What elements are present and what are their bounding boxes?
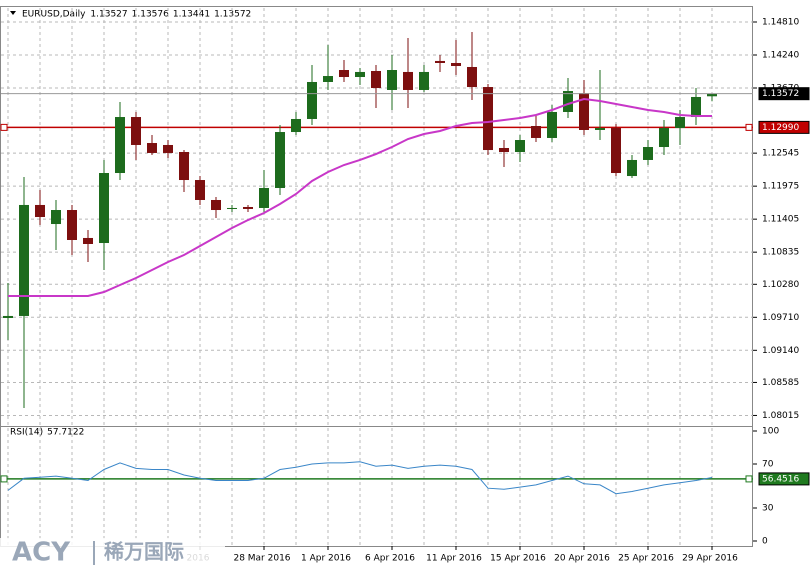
candle-body [323,76,333,82]
y-tick-label: 1.10280 [762,280,799,290]
candle-body [259,188,269,208]
hline-label-box [758,120,810,134]
candle-body [3,315,13,318]
candle-body [707,93,717,97]
hline-label: 1.12990 [762,123,799,133]
y-tick-label: 1.14810 [762,18,799,28]
x-tick-label: 29 Apr 2016 [682,554,738,564]
y-tick-label: 1.09710 [762,313,799,323]
candle-body [403,71,413,90]
x-tick-label: 15 Apr 2016 [490,554,546,564]
ohlc-value: 1.13576 [132,10,169,20]
y-tick-label: 1.09140 [762,346,799,356]
ohlc-value: 1.13572 [214,10,251,20]
candle-body [227,207,237,209]
candle-body [451,62,461,67]
y-tick-label: 1.08015 [762,411,799,421]
ohlc-value: 1.13441 [173,10,210,20]
candle-body [627,159,637,177]
y-tick-label: 1.08585 [762,378,799,388]
y-tick-label: 70 [762,460,774,470]
candle-body [435,60,445,63]
candle-body [659,128,669,148]
rsi-level-label: 56.4516 [762,474,799,484]
rsi-value: 57.7122 [47,428,84,438]
menu-triangle [10,11,16,15]
hline-handle [0,123,8,131]
x-tick-label: 28 Mar 2016 [233,554,290,564]
watermark-bg [0,538,225,575]
x-tick-label: 6 Apr 2016 [365,554,415,564]
candle-body [355,71,365,78]
hline-handle [745,475,753,483]
chart-frame [0,6,753,547]
hline-handle [745,123,753,131]
chart-title: EURUSD,Daily [22,10,86,20]
candle-body [131,117,141,145]
candle-body [35,204,45,218]
candle-body [99,173,109,244]
x-tick-label: 11 Apr 2016 [426,554,482,564]
y-tick-label: 1.10835 [762,248,799,258]
candle-body [275,132,285,189]
candle-body [531,125,541,138]
candle-body [483,87,493,151]
x-tick-label: 20 Apr 2016 [554,554,610,564]
watermark-name: 稀万国际 [104,540,184,564]
candle-body [19,204,29,316]
candle-body [547,111,557,138]
candle-body [211,199,221,211]
candle-body [195,180,205,200]
candle-body [643,147,653,160]
y-tick-label: 1.14240 [762,51,799,61]
y-tick-label: 1.12545 [762,149,799,159]
y-tick-label: 1.11405 [762,215,799,225]
moving-average [8,97,712,297]
candle-body [563,91,573,112]
y-tick-label: 0 [762,537,768,547]
watermark-brand: ACY [12,538,71,568]
candle-body [515,140,525,152]
candle-body [307,81,317,119]
rsi-level-label-box [758,472,810,486]
candle-body [115,117,125,174]
candle-body [387,70,397,90]
rsi-title: RSI(14) [10,428,43,438]
candle-body [339,70,349,78]
candle-body [579,92,589,130]
candle-body [147,143,157,153]
y-tick-label: 30 [762,504,774,514]
watermark: ACY 稀万国际 [0,538,225,575]
candle-body [179,151,189,181]
candle-body [691,96,701,118]
candle-body [499,147,509,152]
y-tick-label: 1.11975 [762,182,799,192]
candle-body [595,128,605,130]
ohlc-value: 1.13527 [90,10,127,20]
y-tick-label: 100 [762,427,779,437]
candle-body [51,210,61,225]
x-tick-label: 25 Apr 2016 [618,554,674,564]
price-label: 1.13572 [762,89,799,99]
candle-body [371,70,381,89]
candle-body [67,210,77,241]
candle-body [243,206,253,209]
rsi-line [7,461,713,495]
candle-body [291,118,301,133]
candle-body [83,237,93,244]
candle-body [611,128,621,174]
hline-handle [0,475,8,483]
candle-body [163,144,173,153]
candle-body [675,117,685,129]
x-tick-label: 1 Apr 2016 [301,554,351,564]
price-label-box [758,87,810,101]
candle-body [467,66,477,88]
candle-body [419,71,429,90]
